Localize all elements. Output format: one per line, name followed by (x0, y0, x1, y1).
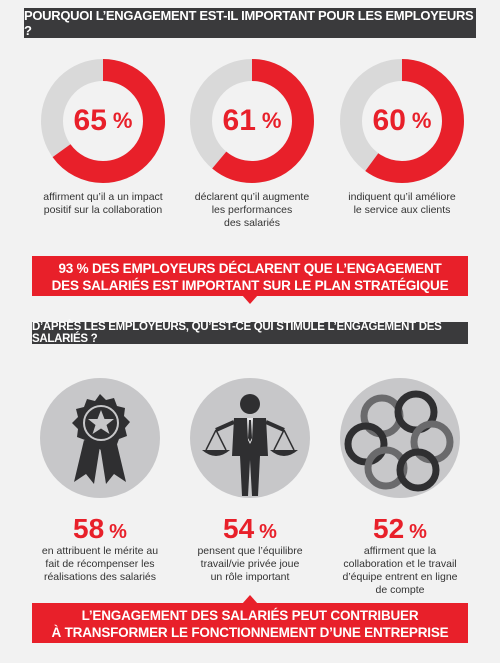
stat-number: 65 (73, 104, 107, 137)
donut-value-1: 65% (40, 58, 166, 184)
donut-arc (190, 59, 314, 183)
donut-value-3: 60% (339, 58, 465, 184)
stat-number: 60 (372, 104, 406, 137)
donut-chart-1 (41, 59, 165, 183)
footer-line-1: L’ENGAGEMENT DES SALARIÉS PEUT CONTRIBUE… (81, 608, 419, 623)
highlight-banner: 93 % DES EMPLOYEURS DÉCLARENT QUE L’ENGA… (32, 256, 468, 296)
award-ribbon-icon (40, 378, 160, 498)
interlocking-rings-icon (340, 378, 460, 498)
donut-61: 61% (189, 58, 315, 184)
caption-2: déclarent qu’il augmente les performance… (194, 191, 310, 229)
header-title: POURQUOI L’ENGAGEMENT EST-IL IMPORTANT P… (24, 8, 474, 38)
footer-line-2: À TRANSFORMER LE FONCTIONNEMENT D’UNE EN… (51, 625, 449, 640)
donut-chart-2 (190, 59, 314, 183)
stat-58: 58% (73, 513, 127, 544)
caption-52: affirment que la collaboration et le tra… (342, 545, 458, 596)
donut-value-2: 61% (189, 58, 315, 184)
stat-unit: % (411, 108, 432, 133)
header-banner: POURQUOI L’ENGAGEMENT EST-IL IMPORTANT P… (24, 8, 476, 38)
highlight-strong: 93 % (58, 261, 89, 276)
section2-title: D’APRÈS LES EMPLOYEURS, QU’EST-CE QUI ST… (32, 321, 442, 345)
footer-banner-notch (242, 595, 258, 604)
donut-arc (41, 59, 165, 183)
balance-person-icon (190, 378, 310, 498)
stat-number: 61 (222, 104, 256, 137)
donut-60: 60% (339, 58, 465, 184)
stat-52: 52% (373, 513, 427, 544)
footer-banner: L’ENGAGEMENT DES SALARIÉS PEUT CONTRIBUE… (32, 603, 468, 643)
caption-3: indiquent qu’il améliore le service aux … (348, 191, 456, 216)
donut-arc (340, 59, 464, 183)
donut-65: 65% (40, 58, 166, 184)
highlight-banner-notch (242, 295, 258, 304)
donut-chart-3 (340, 59, 464, 183)
stat-54: 54% (223, 513, 277, 544)
caption-1: affirment qu’il a un impact positif sur … (43, 191, 163, 216)
stat-unit: % (261, 108, 282, 133)
caption-54: pensent que l’équilibre travail/vie priv… (197, 545, 303, 583)
stat-unit: % (112, 108, 133, 133)
caption-58: en attribuent le mérite au fait de récom… (41, 545, 159, 583)
section2-banner: D’APRÈS LES EMPLOYEURS, QU’EST-CE QUI ST… (32, 321, 468, 345)
